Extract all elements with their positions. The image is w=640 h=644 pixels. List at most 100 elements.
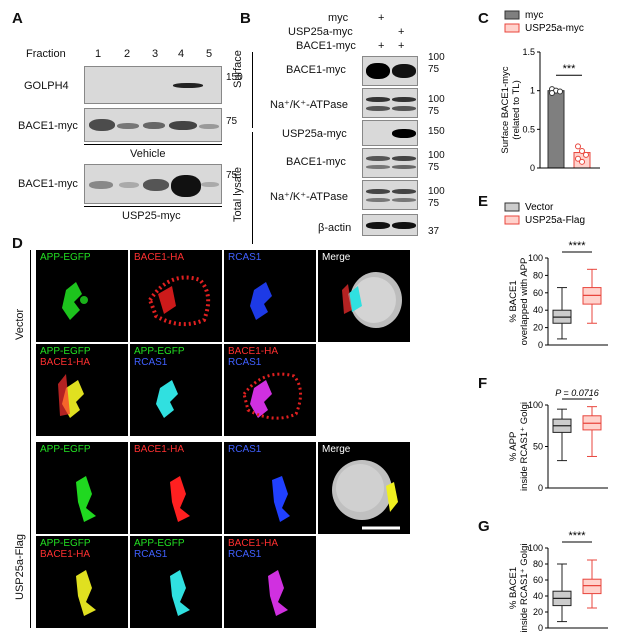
cell-usp25-rcas1: RCAS1 [224,442,316,534]
g-tick-label: 40 [533,591,543,601]
e-y-label: % BACE1 [508,280,519,322]
e-legend-swatch [504,202,520,212]
g-y-label: inside RCAS1⁺ Golgi [519,544,530,633]
condition-vehicle: Vehicle [130,148,166,160]
cell-usp25-app: APP-EGFP [36,442,128,534]
actin-blot [362,214,418,236]
e-tick-label: 60 [533,288,543,298]
ch-label: BACE1-HA [228,538,279,549]
bace1-vehicle-blot [84,108,222,142]
c-tick-label: 1 [530,86,535,96]
sign-bace1-lane1: + [378,40,385,52]
fraction-5: 5 [206,48,213,60]
cell-usp25-bace1-rcas1: BACE1-HA RCAS1 [224,536,316,628]
sign-bace1-lane2: + [398,40,405,52]
panel-label-c: C [478,10,489,27]
section-line-surface [252,52,253,128]
e-tick-label: 40 [533,305,543,315]
cell-vector-app-rcas1: APP-EGFP RCAS1 [130,344,222,436]
ch-label: APP-EGFP [40,444,91,455]
row-total-atpase: Na⁺/K⁺-ATPase [270,191,349,203]
e-legend-entry: USP25a-Flag [525,215,585,226]
fraction-1: 1 [95,48,102,60]
marker-b-100c: 100 [428,150,445,161]
ch-label: BACE1-HA [134,444,185,455]
panel-label-d: D [12,235,23,252]
row-total-bace1: BACE1-myc [286,156,346,168]
ch-label: RCAS1 [134,549,168,560]
header-usp25a: USP25a-myc [288,26,353,38]
c-legend-entry: myc [525,10,543,21]
cell-usp25-merge: Merge [318,442,410,534]
g-tick-label: 60 [533,575,543,585]
sign-myc-lane1: + [378,12,385,24]
blot-row-bace1-vehicle: BACE1-myc [18,120,78,132]
marker-b-75c: 75 [428,162,440,173]
panel-label-b: B [240,10,251,27]
e-tick-label: 0 [538,340,543,350]
marker-b-75b: 75 [428,106,440,117]
panel-label-e: E [478,193,489,210]
section-line-total [252,132,253,244]
header-myc: myc [328,12,349,24]
cell-usp25-bace1: BACE1-HA [130,442,222,534]
surface-atpase-blot [362,88,418,118]
ch-label: RCAS1 [228,444,262,455]
marker-b-75a: 75 [428,64,440,75]
condition-line-usp25 [84,206,222,207]
e-y-label: overlapped with APP [519,258,530,346]
c-tick-label: 1.5 [522,47,535,57]
g-significance: **** [568,530,586,542]
blot-row-bace1-usp25: BACE1-myc [18,178,78,190]
cell-vector-bace1-rcas1: BACE1-HA RCAS1 [224,344,316,436]
blot-row-golph4: GOLPH4 [24,80,69,92]
c-legend-swatch [504,23,520,33]
c-bar-myc [547,90,565,169]
e-tick-label: 20 [533,323,543,333]
e-tick-label: 100 [528,253,543,263]
marker-150: 150 [226,72,243,83]
c-y-label: Surface BACE1-myc [500,66,511,153]
ch-label: RCAS1 [228,357,262,368]
e-legend-swatch [504,215,520,225]
cell-usp25-app-bace1: APP-EGFP BACE1-HA [36,536,128,628]
ch-label: BACE1-HA [40,549,91,560]
fraction-label: Fraction [26,48,66,60]
row-surface-bace1: BACE1-myc [286,64,346,76]
c-point [579,147,585,154]
total-atpase-blot [362,180,418,210]
ch-label: BACE1-HA [228,346,279,357]
c-tick-label: 0.5 [522,124,535,134]
marker-75-a1: 75 [226,116,238,127]
c-point [579,158,585,165]
ch-label: RCAS1 [228,252,262,263]
ch-label: BACE1-HA [134,252,185,263]
e-legend-entry: Vector [525,202,554,213]
panel-label-a: A [12,10,23,27]
c-point [549,89,555,96]
f-tick-label: 0 [538,483,543,493]
marker-b-37: 37 [428,226,440,237]
sign-usp25-lane2: + [398,26,405,38]
c-significance: *** [563,63,577,75]
cell-vector-app: APP-EGFP [36,250,128,342]
cell-vector-rcas1: RCAS1 [224,250,316,342]
total-bace1-blot [362,148,418,178]
f-tick-label: 100 [528,400,543,410]
c-point [557,88,563,95]
g-tick-label: 0 [538,623,543,633]
g-y-label: % BACE1 [508,567,519,609]
row-surface-atpase: Na⁺/K⁺-ATPase [270,99,349,111]
marker-b-150: 150 [428,126,445,137]
f-tick-label: 50 [533,442,543,452]
bace1-usp25-blot [84,164,222,204]
condition-usp25: USP25-myc [122,210,181,222]
usp25a-blot [362,120,418,146]
surface-bace1-blot [362,56,418,86]
fraction-2: 2 [124,48,131,60]
condition-line-vehicle [84,144,222,145]
marker-b-100d: 100 [428,186,445,197]
c-point [575,155,581,162]
g-box-USP25a-Flag [582,578,602,595]
c-legend-swatch [504,10,520,20]
